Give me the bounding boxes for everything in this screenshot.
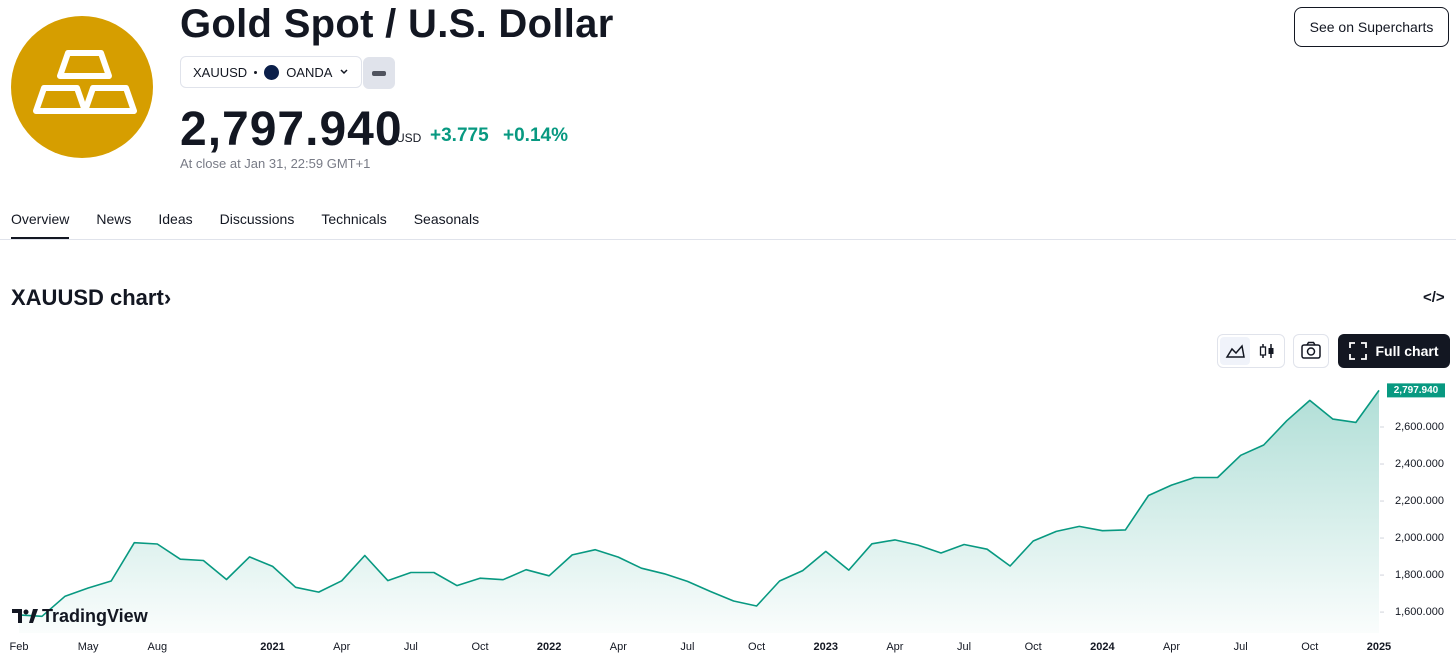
x-tick-label: Oct (471, 641, 488, 653)
x-tick-label: Jul (680, 641, 694, 653)
x-tick-label: 2024 (1090, 641, 1115, 653)
x-tick-label: Oct (1025, 641, 1042, 653)
y-tick-label: 2,600.000 (1395, 421, 1444, 433)
y-tick-label: 2,200.000 (1395, 495, 1444, 507)
title: Gold Spot / U.S. Dollar (180, 2, 614, 46)
change: +3.775 (430, 125, 489, 146)
gold-logo (11, 16, 153, 158)
x-tick-label: 2025 (1367, 641, 1391, 653)
chevron: › (163, 285, 172, 310)
gold-bars-icon (33, 50, 137, 114)
area-fill (19, 390, 1379, 633)
chart-style-icons (1220, 337, 1274, 365)
chart-heading-text: XAUUSD chart (11, 285, 164, 310)
x-tick-label: Jul (957, 641, 971, 653)
brand: TradingView (42, 606, 149, 626)
embed-button[interactable]: </> (1423, 289, 1445, 306)
tabs: Overview News Ideas Discussions Technicals Se… (11, 211, 479, 239)
divider (0, 239, 1456, 240)
snapshot-button[interactable] (1293, 334, 1329, 368)
y-tick-label: 1,600.000 (1395, 606, 1444, 618)
symbol: XAUUSD (193, 64, 248, 80)
chart-heading[interactable]: XAUUSD chart› (11, 285, 171, 311)
x-tick-label: Jul (404, 641, 418, 653)
close-note: At close at Jan 31, 22:59 GMT+1 (180, 156, 371, 171)
chart: 1,600.000 1,800.000 2,000.000 2,200.000 2,40… (10, 383, 1445, 653)
y-tick-label: 2,400.000 (1395, 458, 1444, 470)
exchange: OANDA (286, 64, 333, 80)
x-tick-label: 2023 (814, 641, 838, 653)
tradingview-logo: TradingView (12, 606, 149, 626)
x-tick-label: Apr (610, 641, 627, 653)
x-tick-label: Apr (333, 641, 350, 653)
tab[interactable]: Seasonals (413, 211, 480, 227)
tab[interactable]: News (96, 211, 132, 227)
price-line (18, 389, 1380, 618)
x-tick-label: Jul (1234, 641, 1248, 653)
price: 2,797.940 (180, 103, 403, 156)
fullscreen-icon (1349, 342, 1368, 360)
last-price-label: 2,797.940 (1394, 385, 1439, 396)
last-price-tag (1387, 383, 1445, 398)
x-tick-label: Oct (748, 641, 765, 653)
x-tick-label: Aug (148, 641, 168, 653)
change-percent: +0.14% (503, 125, 568, 146)
tab[interactable]: Ideas (158, 211, 193, 227)
tab[interactable]: Overview (11, 211, 70, 239)
x-tick-label: Feb (10, 641, 29, 653)
x-tick-label: Apr (1163, 641, 1180, 653)
exchange-icon (264, 64, 280, 80)
status-button[interactable] (363, 57, 395, 89)
tab[interactable]: Technicals (321, 211, 387, 227)
symbol-pill[interactable]: XAUUSD OANDA (180, 56, 363, 88)
separator-dot (254, 70, 258, 74)
chevron (340, 69, 348, 75)
currency: USD (396, 131, 422, 145)
full-chart-button[interactable]: Full chart (1338, 334, 1450, 368)
camera-icon (1301, 341, 1321, 359)
x-tick-label: May (78, 641, 99, 653)
x-tick-label: 2021 (260, 641, 284, 653)
chart-style-toggle[interactable] (1217, 334, 1285, 368)
y-tick-label: 2,000.000 (1395, 532, 1444, 544)
x-tick-label: Apr (886, 641, 903, 653)
full-chart-label: Full chart (1375, 343, 1439, 359)
supercharts-button[interactable]: See on Supercharts (1294, 7, 1449, 47)
x-tick-label: Oct (1301, 641, 1318, 653)
x-tick-label: 2022 (537, 641, 561, 653)
y-tick-label: 1,800.000 (1395, 569, 1444, 581)
tab[interactable]: Discussions (219, 211, 295, 227)
